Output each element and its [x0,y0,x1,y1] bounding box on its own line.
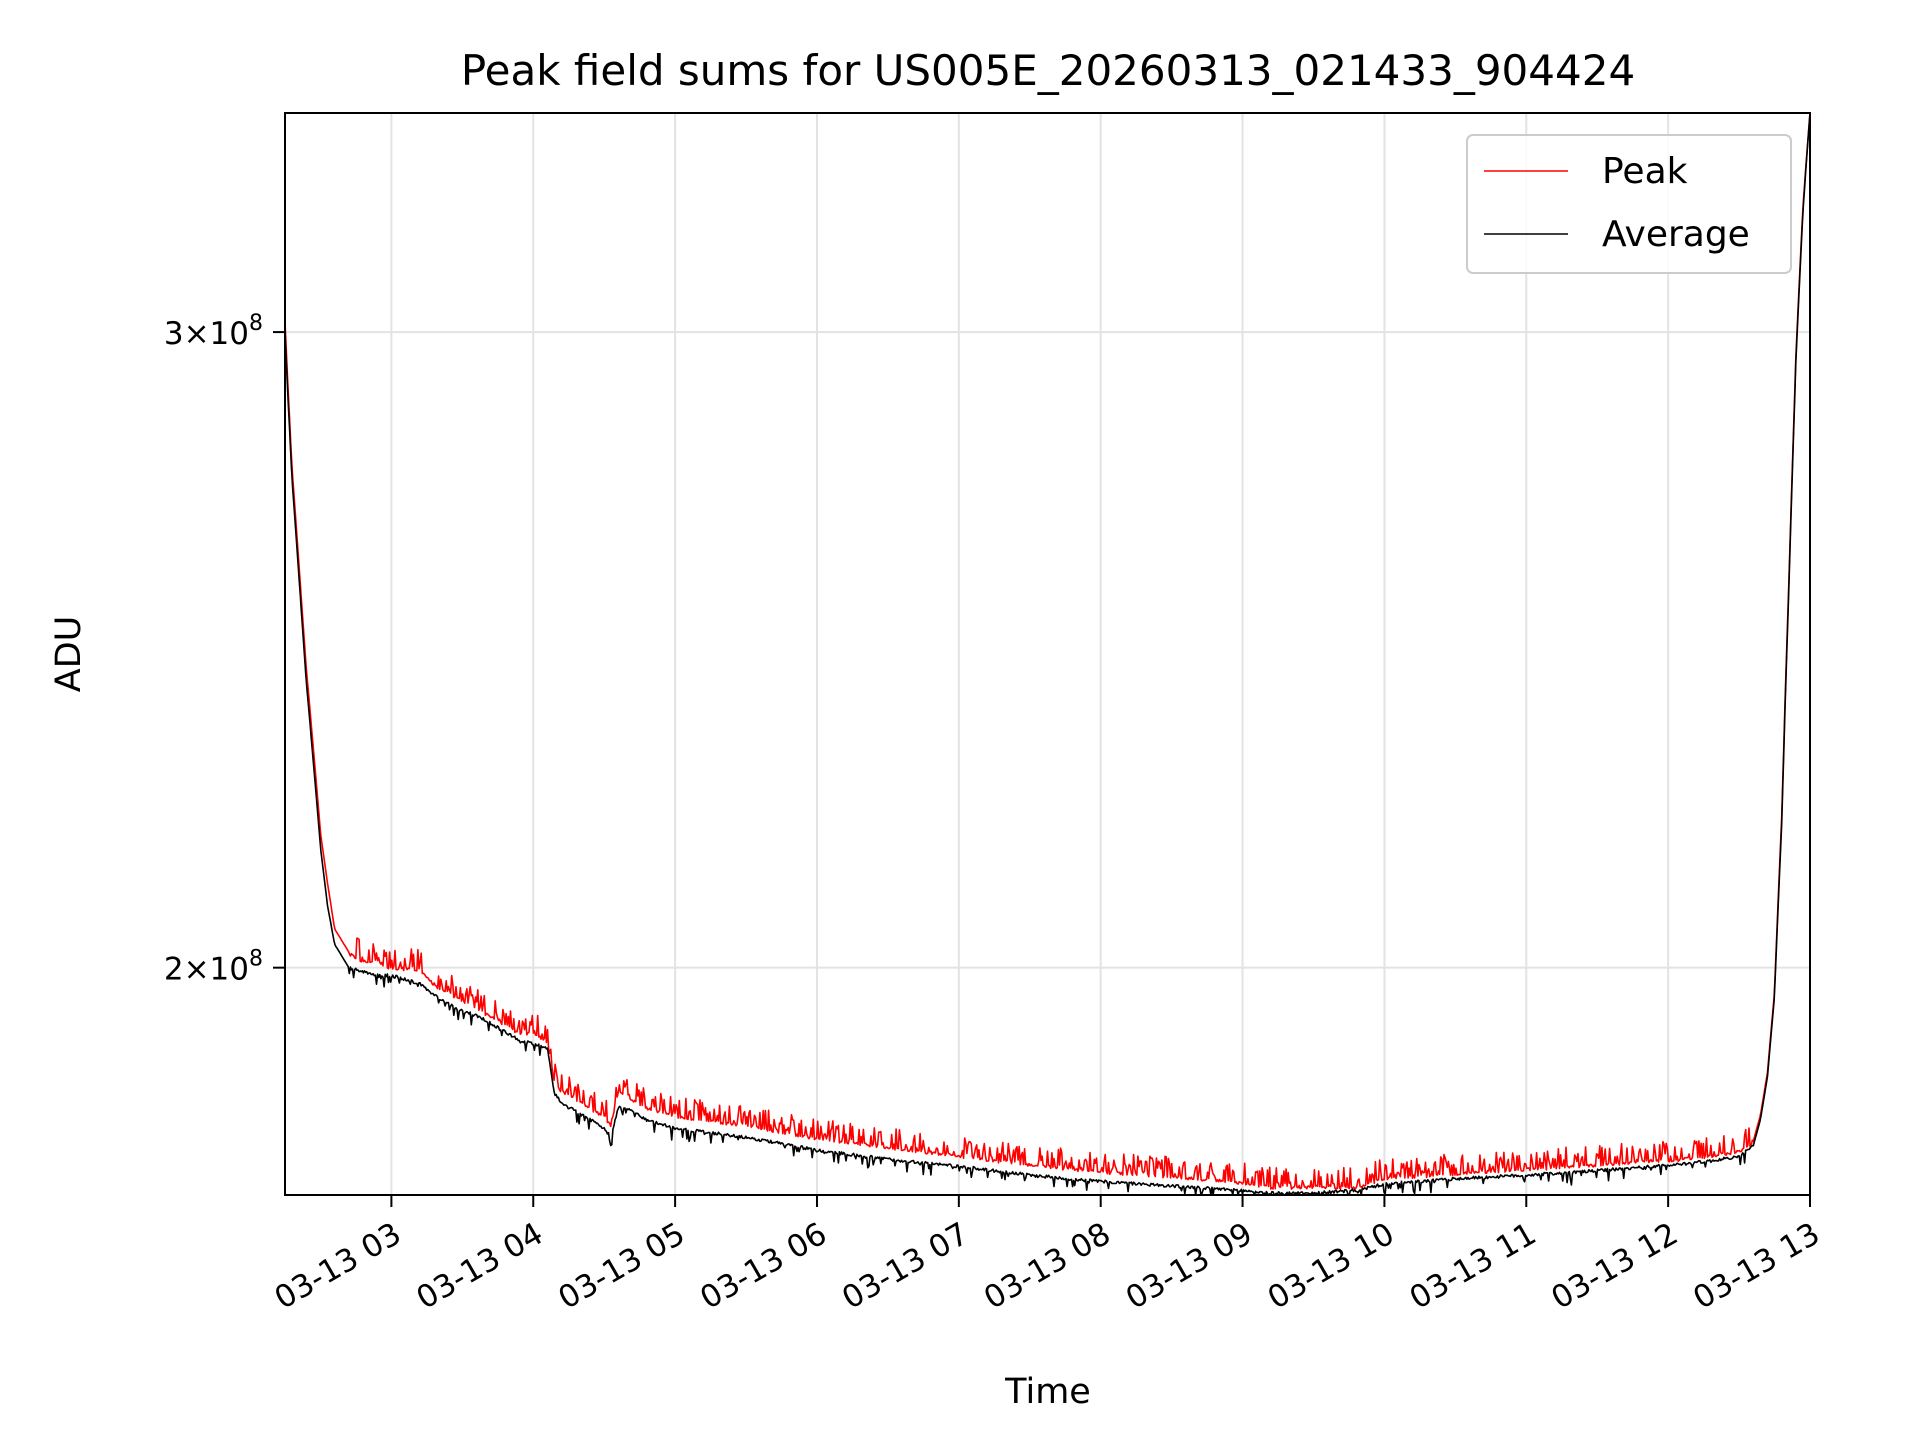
line-series-peak [284,112,1811,1190]
legend: Peak Average [1466,134,1792,274]
plot-frame [284,112,1811,1196]
y-tick-exponent: 8 [249,947,263,972]
y-tick-times-sign: × [184,316,210,352]
y-tick-exponent: 8 [249,311,263,336]
legend-label-peak: Peak [1602,151,1688,192]
legend-box [1466,134,1792,274]
y-tick-label: 2×108 [164,947,263,988]
x-axis-title: Time [1004,1372,1091,1412]
y-tick-times-sign: × [184,952,210,988]
plot-background [285,113,1810,1195]
y-tick-base: 10 [210,952,249,988]
plot-area [284,112,1811,1196]
y-tick-base: 10 [210,316,249,352]
chart-title: Peak field sums for US005E_20260313_0214… [461,46,1635,95]
y-tick-mantissa: 3 [164,316,184,352]
y-axis-title: ADU [49,616,89,693]
y-tick-label: 3×108 [164,311,263,352]
y-tick-mantissa: 2 [164,952,184,988]
line-series-average [284,112,1811,1196]
legend-label-average: Average [1602,214,1750,255]
series-layer [284,112,1811,1196]
